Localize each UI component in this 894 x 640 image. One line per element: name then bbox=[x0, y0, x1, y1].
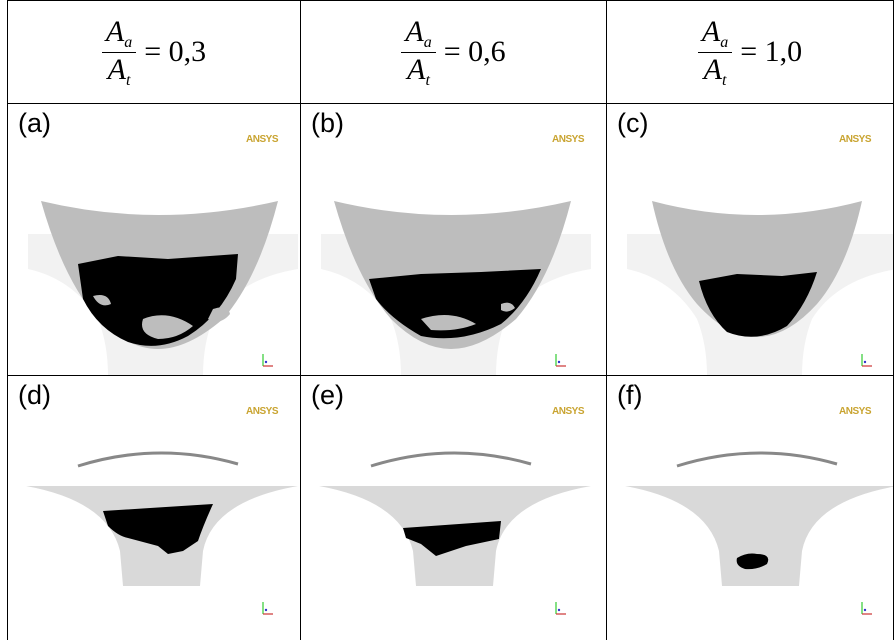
subscript: a bbox=[720, 34, 728, 51]
numerator: Aa bbox=[401, 15, 435, 53]
subscript: t bbox=[425, 72, 429, 89]
denominator: At bbox=[704, 53, 727, 90]
symbol: A bbox=[407, 53, 425, 86]
subscript: t bbox=[126, 72, 130, 89]
panel-label: (b) bbox=[311, 108, 344, 139]
ratio-value: = 1,0 bbox=[740, 35, 802, 69]
panel-label: (e) bbox=[311, 380, 344, 411]
ansys-logo: ANSYS bbox=[552, 134, 584, 145]
symbol: A bbox=[702, 15, 720, 48]
panel-label: (a) bbox=[18, 108, 51, 139]
ansys-logo: ANSYS bbox=[246, 406, 278, 417]
panel-label: (f) bbox=[617, 380, 642, 411]
denominator: At bbox=[108, 53, 131, 90]
panel-label: (d) bbox=[18, 380, 51, 411]
panel: (a) ANSYS bbox=[7, 103, 300, 375]
panel: (e) ANSYS bbox=[300, 375, 606, 640]
panel: (b) ANSYS bbox=[300, 103, 606, 375]
subscript: t bbox=[722, 72, 726, 89]
symbol: A bbox=[704, 53, 722, 86]
panel: (f) ANSYS bbox=[606, 375, 894, 640]
ansys-logo: ANSYS bbox=[839, 406, 871, 417]
numerator: Aa bbox=[102, 15, 136, 53]
ansys-logo: ANSYS bbox=[246, 134, 278, 145]
ansys-logo: ANSYS bbox=[839, 134, 871, 145]
denominator: At bbox=[407, 53, 430, 90]
symbol: A bbox=[106, 15, 124, 48]
panel-label: (c) bbox=[617, 108, 648, 139]
ansys-logo: ANSYS bbox=[552, 406, 584, 417]
figure-table: AaAt= 0,3AaAt= 0,6AaAt= 1,0 (a)ANSYS (b)… bbox=[0, 0, 894, 628]
panel: (c) ANSYS bbox=[606, 103, 894, 375]
ratio-value: = 0,6 bbox=[444, 35, 506, 69]
subscript: a bbox=[424, 34, 432, 51]
subscript: a bbox=[124, 34, 132, 51]
ratio-value: = 0,3 bbox=[144, 35, 206, 69]
numerator: Aa bbox=[698, 15, 732, 53]
symbol: A bbox=[108, 53, 126, 86]
panel: (d) ANSYS bbox=[7, 375, 300, 640]
symbol: A bbox=[405, 15, 423, 48]
